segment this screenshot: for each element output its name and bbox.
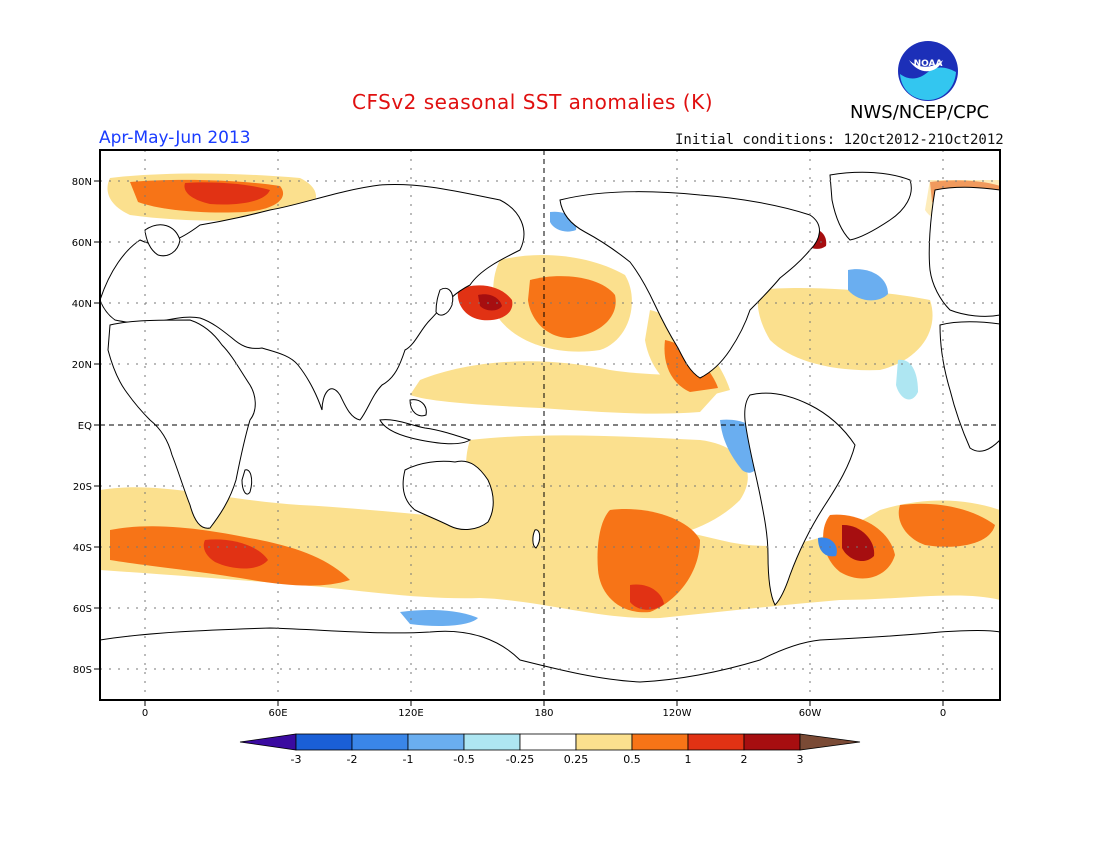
lat-label: 20N bbox=[72, 360, 92, 371]
lon-label: 120W bbox=[663, 708, 692, 719]
colorbar-tick-label: 1 bbox=[685, 753, 692, 766]
land-indonesia bbox=[379, 419, 472, 445]
anomaly-warm-pacific-north bbox=[410, 361, 720, 414]
anomaly-arctic-warm-red bbox=[184, 182, 270, 205]
lat-label: 60S bbox=[73, 604, 92, 615]
anomaly-south-east-orange bbox=[898, 503, 995, 547]
land-europe-east-edge bbox=[928, 186, 1000, 317]
anomaly-southern-indian-red bbox=[203, 539, 268, 569]
colorbar-swatch bbox=[407, 733, 465, 751]
land-new-zealand bbox=[532, 529, 541, 549]
anomaly-orange-north-pacific bbox=[528, 276, 616, 338]
land-antarctica bbox=[100, 627, 1000, 700]
lon-label: 60W bbox=[799, 708, 822, 719]
colorbar-tick-label: -0.25 bbox=[506, 753, 534, 766]
lat-label: 80N bbox=[72, 177, 92, 188]
land-north-america bbox=[559, 191, 820, 379]
lat-label: 60N bbox=[72, 238, 92, 249]
noaa-logo: NOAA bbox=[898, 41, 958, 101]
axis-ticks bbox=[94, 180, 944, 706]
land-greenland bbox=[829, 171, 912, 241]
longitude-labels: 0 60E 120E 180 120W 60W 0 bbox=[142, 708, 946, 719]
colorbar-arrow-low bbox=[239, 733, 297, 751]
anomaly-cool-west-africa bbox=[896, 359, 918, 400]
lat-label: EQ bbox=[78, 421, 92, 432]
anomaly-south-atlantic-red bbox=[842, 524, 875, 562]
colorbar-swatch bbox=[743, 733, 801, 751]
colorbar-tick-label: 0.5 bbox=[623, 753, 641, 766]
lat-label: 40S bbox=[73, 543, 92, 554]
anomaly-cool-patagonia bbox=[818, 537, 837, 557]
land-africa bbox=[107, 319, 256, 529]
lat-label: 40N bbox=[72, 299, 92, 310]
anomaly-cool-north-atlantic bbox=[848, 269, 888, 301]
colorbar bbox=[239, 733, 861, 751]
anomaly-south-pacific-red bbox=[630, 584, 664, 610]
season-label: Apr-May-Jun 2013 bbox=[99, 128, 251, 148]
latitude-labels: 80N 60N 40N 20N EQ 20S 40S 60S 80S bbox=[72, 177, 92, 676]
colorbar-labels: -3 -2 -1 -0.5 -0.25 0.25 0.5 1 2 3 bbox=[291, 753, 804, 766]
anomaly-kuroshio-core bbox=[478, 294, 502, 311]
lat-label: 20S bbox=[73, 482, 92, 493]
colorbar-tick-label: 3 bbox=[797, 753, 804, 766]
agency-label: NWS/NCEP/CPC bbox=[850, 102, 990, 123]
colorbar-swatch bbox=[519, 733, 577, 751]
colorbar-tick-label: 2 bbox=[741, 753, 748, 766]
land-japan bbox=[435, 287, 454, 316]
colorbar-tick-label: -3 bbox=[291, 753, 302, 766]
colorbar-swatch bbox=[575, 733, 633, 751]
colorbar-swatch bbox=[463, 733, 521, 751]
colorbar-tick-label: -2 bbox=[347, 753, 358, 766]
colorbar-arrow-high bbox=[799, 733, 861, 751]
graticule bbox=[100, 150, 1000, 700]
anomaly-warm-atlantic bbox=[757, 288, 933, 371]
equator-dateline bbox=[100, 150, 1000, 700]
land-borneo bbox=[409, 399, 427, 417]
land-africa-east-edge bbox=[939, 321, 1000, 452]
land-south-america bbox=[744, 392, 856, 606]
colorbar-swatch bbox=[295, 733, 353, 751]
land-scandinavia bbox=[144, 224, 181, 257]
lon-label: 180 bbox=[534, 708, 553, 719]
land-madagascar bbox=[241, 469, 253, 495]
colorbar-swatch bbox=[631, 733, 689, 751]
lon-label: 0 bbox=[940, 708, 946, 719]
colorbar-tick-label: 0.25 bbox=[564, 753, 589, 766]
land-eurasia bbox=[100, 184, 525, 421]
anomaly-cool-antarctic-pacific bbox=[400, 610, 478, 626]
colorbar-swatch bbox=[351, 733, 409, 751]
colorbar-swatch bbox=[687, 733, 745, 751]
land-australia bbox=[402, 460, 494, 530]
initial-conditions-label: Initial conditions: 12Oct2012-21Oct2012 bbox=[675, 132, 1004, 148]
logo-text: NOAA bbox=[914, 59, 943, 69]
lat-label: 80S bbox=[73, 665, 92, 676]
page-title: CFSv2 seasonal SST anomalies (K) bbox=[352, 90, 713, 114]
anomaly-south-pacific-orange bbox=[597, 509, 700, 613]
lon-label: 120E bbox=[398, 708, 423, 719]
lon-label: 0 bbox=[142, 708, 148, 719]
colorbar-tick-label: -1 bbox=[403, 753, 414, 766]
lon-label: 60E bbox=[268, 708, 287, 719]
coastlines bbox=[100, 171, 1000, 700]
colorbar-tick-label: -0.5 bbox=[453, 753, 474, 766]
